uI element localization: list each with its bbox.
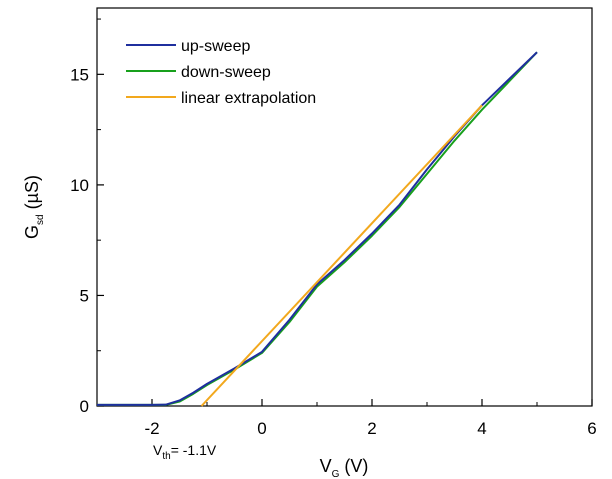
legend-label-linear-extrapolation: linear extrapolation: [181, 90, 316, 107]
legend: up-sweep down-sweep linear extrapolation: [126, 38, 316, 107]
y-axis: 0 5 10 15: [70, 18, 104, 416]
y-tick-label: 0: [80, 397, 89, 416]
threshold-annotation: Vth= -1.1V: [153, 442, 217, 462]
series-line-linear-extrapolation: [200, 104, 483, 407]
y-tick-label: 15: [70, 65, 89, 84]
legend-label-up-sweep: up-sweep: [181, 38, 250, 55]
x-tick-label: -2: [144, 419, 159, 438]
y-tick-label: 5: [80, 286, 89, 305]
x-tick-label: 6: [587, 419, 596, 438]
x-tick-label: 4: [477, 419, 486, 438]
x-tick-label: 0: [257, 419, 266, 438]
legend-label-down-sweep: down-sweep: [181, 64, 271, 81]
plot-frame: [96, 7, 593, 407]
x-tick-label: 2: [367, 419, 376, 438]
series-layer: [97, 51, 538, 407]
plot-area-border: [96, 7, 593, 407]
series-line-down-sweep: [97, 51, 538, 406]
y-axis-title: Gsd (µS): [22, 175, 46, 239]
x-axis: -2 0 2 4 6: [96, 399, 597, 438]
y-tick-label: 10: [70, 176, 89, 195]
x-axis-title: VG (V): [320, 456, 369, 479]
series-line-up-sweep: [97, 51, 538, 406]
